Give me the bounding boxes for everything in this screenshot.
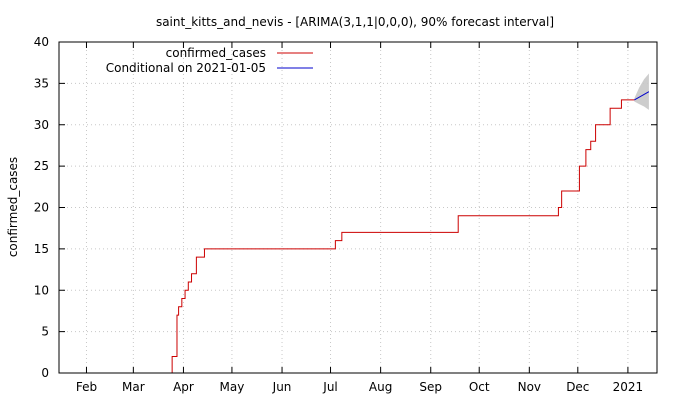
- legend-label: Conditional on 2021-01-05: [106, 61, 266, 75]
- y-tick-label: 10: [34, 283, 49, 297]
- x-tick-label: Jul: [322, 380, 337, 394]
- y-tick-label: 5: [41, 325, 49, 339]
- y-tick-label: 0: [41, 366, 49, 380]
- axes: 0 5 10 15 20 25 30 35 40 Feb Mar Apr May Jun Jul Aug Sep…: [34, 35, 658, 394]
- confirmed-cases-line: [170, 99, 635, 374]
- y-tick-label: 40: [34, 35, 49, 49]
- x-tick-label: Aug: [369, 380, 392, 394]
- series-layer: [170, 91, 650, 374]
- forecast-interval-layer: [634, 73, 649, 110]
- x-tick-label: Sep: [419, 380, 442, 394]
- plot-frame: [58, 41, 658, 374]
- x-tick-label: Apr: [173, 380, 194, 394]
- y-tick-label: 35: [34, 76, 49, 90]
- y-axis-label: confirmed_cases: [6, 157, 20, 257]
- x-tick-label: Feb: [76, 380, 97, 394]
- chart-title: saint_kitts_and_nevis - [ARIMA(3,1,1|0,0…: [156, 15, 554, 29]
- forecast-interval-band: [634, 73, 649, 110]
- y-tick-label: 25: [34, 159, 49, 173]
- y-tick-label: 15: [34, 242, 49, 256]
- y-tick-label: 20: [34, 201, 49, 215]
- x-tick-label: Mar: [122, 380, 145, 394]
- gridlines: [59, 42, 657, 373]
- x-tick-label: May: [220, 380, 245, 394]
- x-tick-label: Jun: [272, 380, 292, 394]
- x-tick-label: Dec: [566, 380, 589, 394]
- x-tick-label: Oct: [469, 380, 490, 394]
- y-tick-label: 30: [34, 118, 49, 132]
- x-tick-label: Nov: [518, 380, 541, 394]
- x-tick-label: 2021: [613, 380, 644, 394]
- forecast-line: [634, 91, 650, 101]
- legend-label: confirmed_cases: [166, 46, 266, 60]
